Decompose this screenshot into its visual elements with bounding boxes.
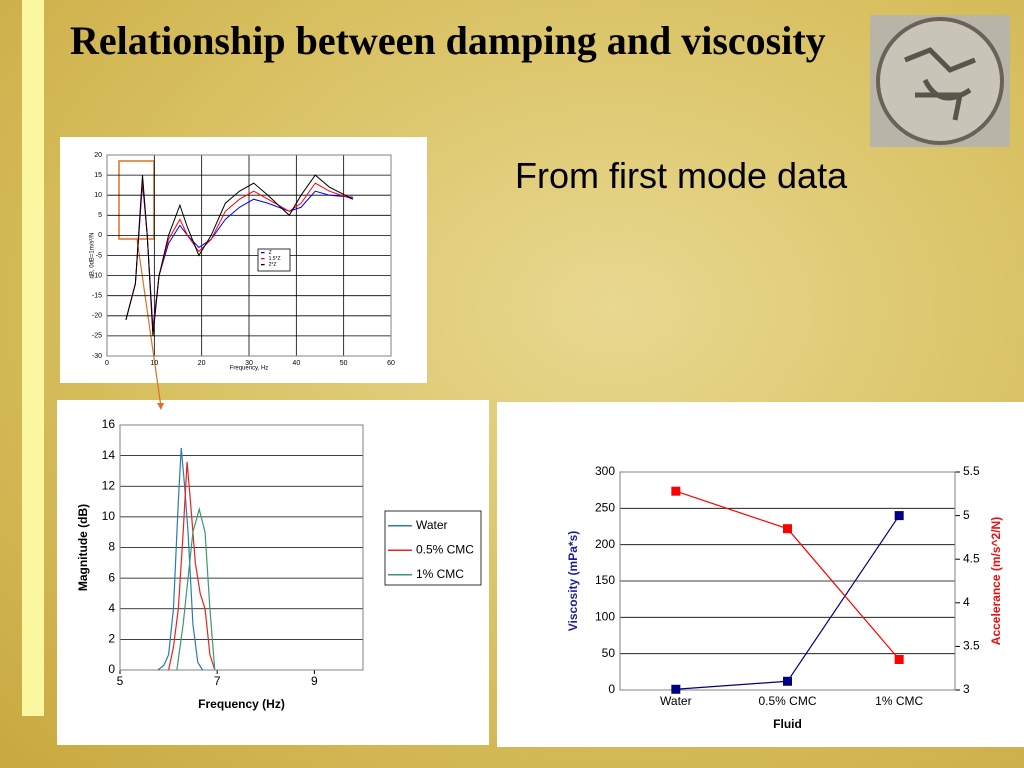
y-tick-label: 5: [98, 212, 102, 219]
series-line: [168, 461, 216, 671]
legend-label: 1% CMC: [416, 567, 464, 581]
y-tick-label: 4: [108, 601, 115, 615]
y-tick-label: -15: [92, 293, 102, 300]
y-tick-label: 10: [102, 509, 116, 523]
y-tick-label: -10: [92, 272, 102, 279]
y-tick-label: 150: [595, 573, 615, 587]
y2-tick-label: 5: [963, 508, 970, 522]
marker: [894, 654, 904, 664]
x-tick-label: 9: [311, 674, 318, 688]
x-axis-label: Frequency, Hz: [230, 366, 269, 372]
y-tick-label: 16: [102, 417, 116, 431]
x-axis-label: Fluid: [773, 717, 802, 731]
x-tick-label: 10: [150, 360, 158, 367]
x-tick-label: 60: [387, 360, 395, 367]
plot-area: [119, 424, 364, 671]
y-tick-label: 2: [108, 632, 115, 646]
series-line: [125, 174, 354, 336]
y-tick-label: -20: [92, 313, 102, 320]
y2-tick-label: 4.5: [963, 551, 980, 565]
y-tick-label: 50: [602, 646, 616, 660]
logo: [870, 15, 1010, 147]
legend-box: [257, 248, 291, 272]
y-tick-label: 100: [595, 610, 615, 624]
legend-label: Z: [269, 250, 272, 256]
y-tick-label: -30: [92, 353, 102, 360]
y-tick-label: 20: [94, 152, 102, 159]
x-tick-label: 40: [292, 360, 300, 367]
marker: [783, 676, 792, 686]
marker: [671, 684, 681, 694]
y2-tick-label: 3.5: [963, 639, 980, 653]
x-tick-label: 20: [198, 360, 206, 367]
y-tick-label: 300: [595, 464, 615, 478]
x-tick-label: 7: [214, 674, 221, 688]
x-tick-label: Water: [660, 694, 692, 708]
slide-title: Relationship between damping and viscosi…: [70, 18, 826, 63]
y-tick-label: 15: [94, 172, 102, 179]
y-axis-label: Magnitude (dB): [76, 504, 90, 591]
y2-tick-label: 4: [963, 595, 970, 609]
y-tick-label: 250: [595, 501, 615, 515]
y-tick-label: 0: [608, 682, 615, 696]
y-tick-label: 0: [108, 662, 115, 676]
legend-label: 0.5% CMC: [416, 542, 474, 556]
y2-axis-label: Accelerance (m/s^2/N): [989, 517, 1003, 645]
series-line: [176, 506, 216, 671]
y-tick-label: 0: [98, 232, 102, 239]
y-tick-label: -25: [92, 333, 102, 340]
x-tick-label: 50: [340, 360, 348, 367]
marker: [671, 486, 681, 496]
y-tick-label: 12: [102, 478, 116, 492]
legend-label: Water: [416, 518, 448, 532]
y-axis-label: Viscosity (mPa*s): [566, 531, 580, 632]
x-tick-label: 5: [117, 674, 124, 688]
x-axis-label: Frequency (Hz): [198, 697, 285, 711]
y-tick-label: 10: [94, 192, 102, 199]
y-tick-label: -5: [96, 252, 102, 259]
x-tick-label: 0.5% CMC: [758, 694, 816, 708]
arrow-head: [157, 403, 164, 410]
x-tick-label: 30: [245, 360, 253, 367]
side-bar: [22, 0, 44, 716]
slide-text: From first mode data: [515, 155, 848, 196]
y-tick-label: 200: [595, 537, 615, 551]
marker: [894, 511, 904, 521]
y2-tick-label: 3: [963, 682, 970, 696]
legend-label: 1.5*Z: [269, 256, 281, 262]
panel: [60, 137, 427, 383]
x-tick-label: 0: [105, 360, 109, 367]
plot-area: [619, 471, 956, 691]
legend-box: [384, 510, 482, 586]
y-tick-label: 8: [108, 540, 115, 554]
marker: [783, 524, 792, 534]
arrow: [136, 238, 162, 408]
x-tick-label: 1% CMC: [875, 694, 923, 708]
legend-label: 2*Z: [269, 262, 277, 268]
y-axis-label: dB, 0dB=1m/s²/N: [90, 233, 96, 279]
y-tick-label: 6: [108, 570, 115, 584]
series-line: [157, 447, 204, 671]
y-tick-label: 14: [102, 448, 116, 462]
y2-tick-label: 5.5: [963, 464, 980, 478]
plot-area: [106, 154, 392, 357]
